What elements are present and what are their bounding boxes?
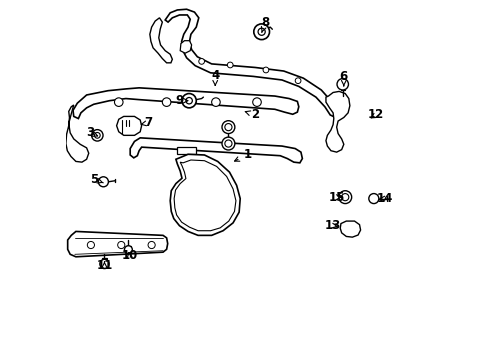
Circle shape	[148, 242, 155, 249]
Polygon shape	[180, 41, 191, 53]
Circle shape	[336, 78, 348, 90]
Text: 2: 2	[245, 108, 259, 121]
Polygon shape	[130, 138, 302, 163]
Circle shape	[258, 28, 264, 35]
Circle shape	[118, 242, 124, 249]
Circle shape	[185, 98, 192, 104]
Text: 11: 11	[96, 258, 112, 271]
Polygon shape	[174, 160, 235, 231]
Circle shape	[341, 194, 348, 201]
Circle shape	[114, 98, 123, 107]
Polygon shape	[340, 221, 360, 237]
Circle shape	[98, 177, 108, 187]
Circle shape	[263, 67, 268, 73]
Text: 10: 10	[121, 249, 137, 262]
Circle shape	[124, 246, 132, 253]
Polygon shape	[73, 88, 298, 118]
Circle shape	[224, 123, 231, 131]
Text: 7: 7	[141, 116, 153, 129]
Text: 5: 5	[89, 173, 103, 186]
Circle shape	[182, 94, 196, 108]
Polygon shape	[66, 105, 88, 162]
Circle shape	[224, 140, 231, 147]
Text: 3: 3	[86, 126, 98, 139]
Polygon shape	[116, 116, 142, 135]
Circle shape	[253, 24, 269, 40]
Text: 13: 13	[325, 219, 341, 232]
Text: 1: 1	[234, 148, 251, 162]
Circle shape	[87, 242, 94, 249]
Circle shape	[198, 59, 204, 64]
Circle shape	[162, 98, 171, 107]
Text: 8: 8	[261, 16, 269, 32]
Circle shape	[222, 121, 234, 134]
Text: 14: 14	[376, 192, 392, 205]
Circle shape	[227, 62, 233, 68]
Circle shape	[211, 98, 220, 107]
Circle shape	[295, 78, 300, 84]
Text: 4: 4	[211, 69, 219, 85]
Text: 12: 12	[367, 108, 383, 121]
Polygon shape	[67, 231, 167, 257]
Circle shape	[91, 130, 103, 141]
Text: 9: 9	[175, 94, 187, 107]
Circle shape	[252, 98, 261, 107]
Circle shape	[338, 191, 351, 203]
Polygon shape	[325, 91, 349, 152]
Circle shape	[368, 194, 378, 203]
Polygon shape	[149, 18, 172, 63]
Polygon shape	[177, 147, 196, 154]
Polygon shape	[165, 9, 337, 117]
Polygon shape	[170, 154, 240, 235]
Text: 15: 15	[328, 191, 344, 204]
Text: 6: 6	[339, 70, 347, 86]
Circle shape	[94, 132, 100, 138]
Circle shape	[222, 137, 234, 150]
Circle shape	[100, 259, 109, 269]
